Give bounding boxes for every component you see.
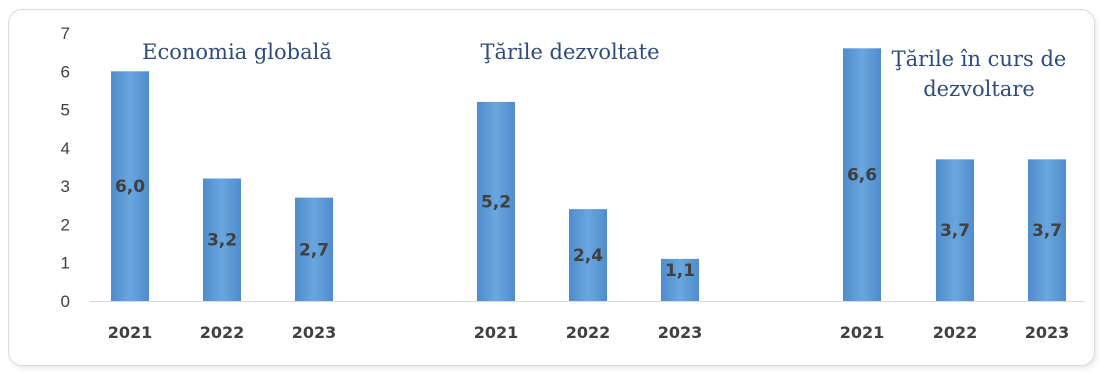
x-category-label: 2022	[566, 323, 611, 342]
x-category-label: 2022	[200, 323, 245, 342]
y-tick-label: 4	[61, 139, 70, 158]
bar	[661, 258, 699, 301]
bar	[843, 48, 881, 301]
data-label: 6,6	[847, 166, 877, 186]
x-category-label: 2021	[474, 323, 519, 342]
y-tick-label: 2	[61, 215, 70, 234]
group-title: Ţările dezvoltate	[480, 40, 659, 64]
data-label: 2,7	[299, 240, 329, 260]
y-tick-label: 3	[61, 177, 70, 196]
data-label: 2,4	[573, 246, 603, 266]
bar	[295, 197, 333, 301]
group-title: Economia globală	[142, 40, 332, 64]
x-category-label: 2023	[292, 323, 337, 342]
y-tick-label: 0	[61, 292, 70, 311]
chart-frame	[8, 9, 1095, 366]
bar	[203, 178, 241, 301]
data-label: 3,7	[1032, 221, 1062, 241]
x-category-label: 2023	[1025, 323, 1070, 342]
group-title: Ţările în curs de	[892, 47, 1067, 71]
y-tick-label: 5	[61, 101, 70, 120]
data-label: 5,2	[481, 192, 511, 212]
y-tick-label: 6	[61, 62, 70, 81]
bar	[1028, 159, 1066, 301]
y-tick-label: 1	[61, 254, 70, 273]
data-label: 1,1	[665, 261, 695, 281]
x-category-label: 2023	[658, 323, 703, 342]
data-label: 3,2	[207, 231, 237, 251]
group-title: dezvoltare	[923, 77, 1035, 101]
x-category-label: 2022	[933, 323, 978, 342]
x-category-label: 2021	[108, 323, 153, 342]
bar	[569, 209, 607, 301]
y-tick-label: 7	[61, 24, 70, 43]
x-category-label: 2021	[840, 323, 885, 342]
bar	[477, 101, 515, 302]
data-label: 3,7	[940, 221, 970, 241]
bar	[111, 71, 149, 302]
bar	[936, 159, 974, 301]
data-label: 6,0	[115, 177, 145, 197]
